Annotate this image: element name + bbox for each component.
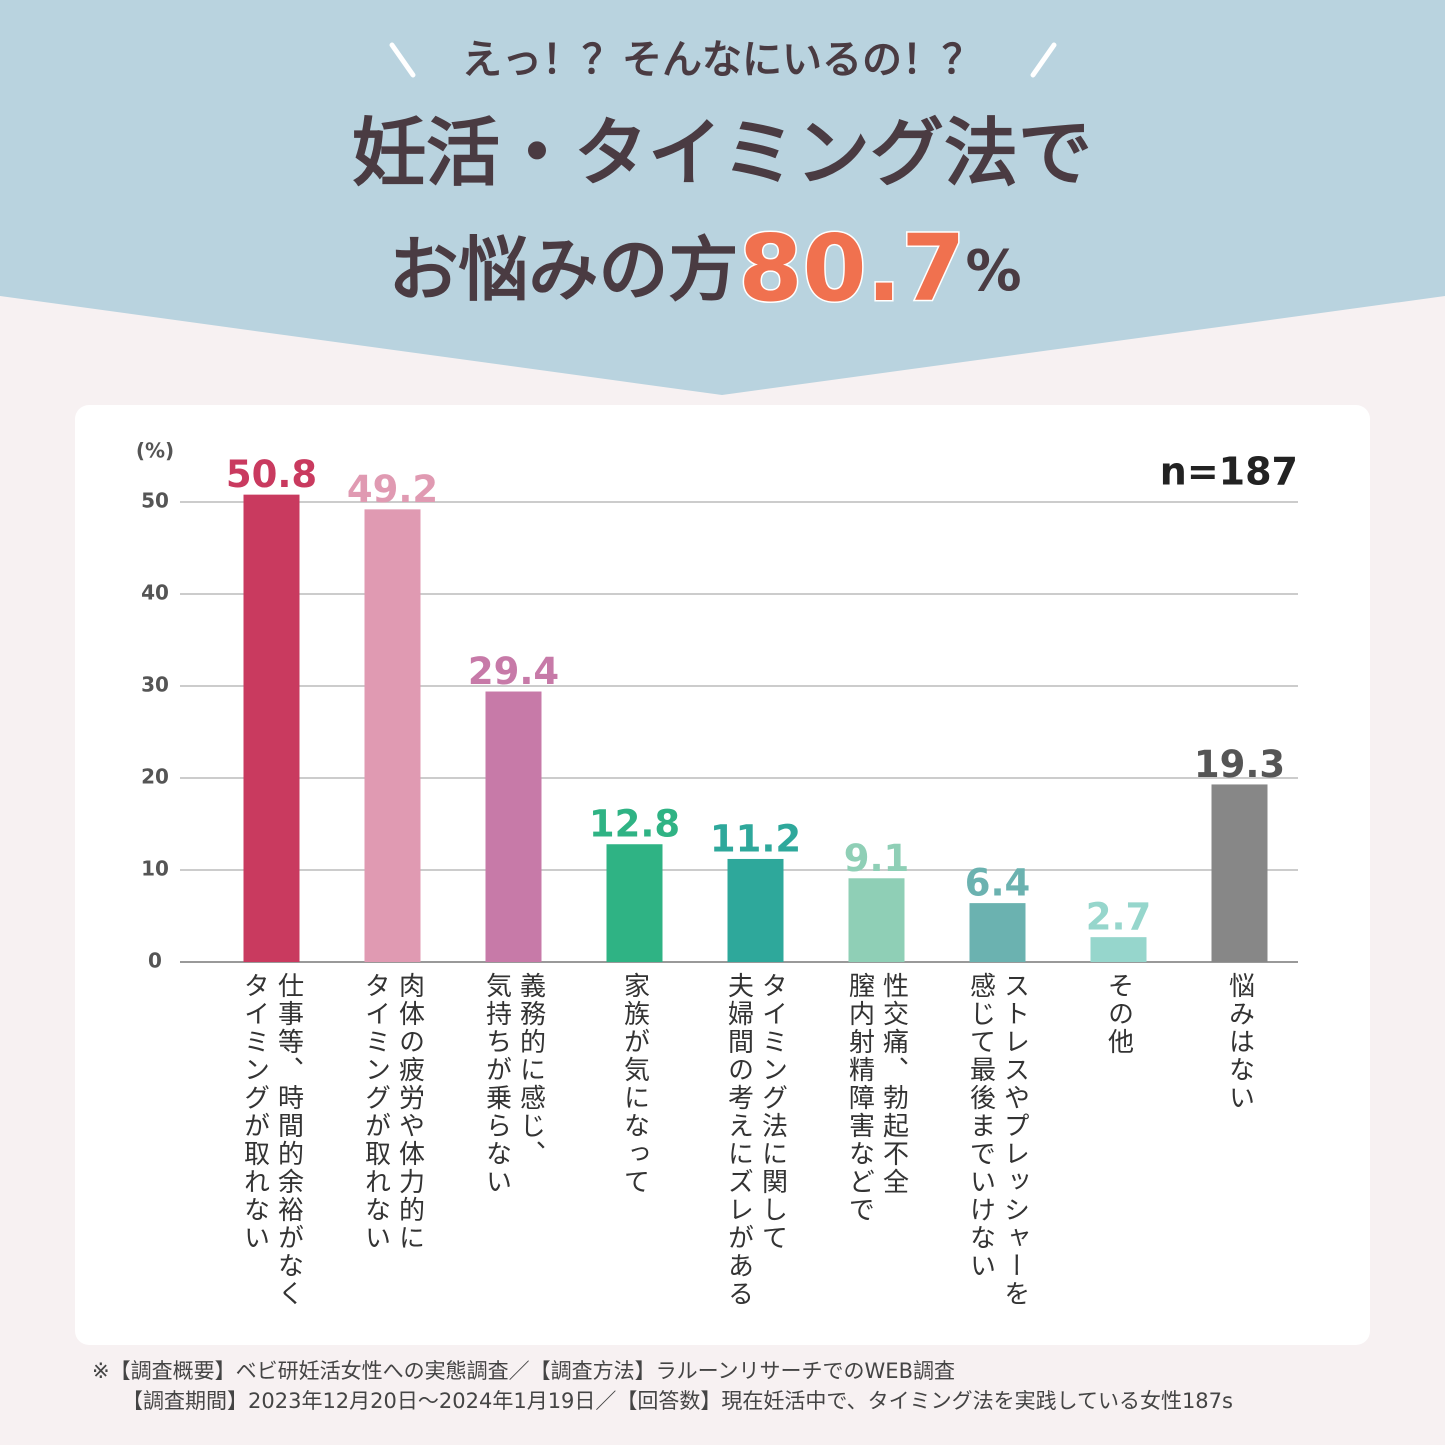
bar bbox=[243, 494, 300, 962]
title: 妊活・タイミング法で bbox=[352, 111, 1092, 197]
x-tick-label: 仕事等、時間的余裕がなく タイミングが取れない bbox=[239, 972, 304, 1308]
title: お悩みの方80.7% bbox=[388, 215, 1021, 322]
y-tick-label: 30 bbox=[141, 673, 169, 697]
bar bbox=[485, 691, 542, 962]
bar bbox=[727, 858, 784, 962]
decor bbox=[389, 42, 416, 78]
footnote: 【調査期間】2023年12月20日～2024年1月19日／【回答数】現在妊活中で… bbox=[122, 1389, 1233, 1413]
value-label: 2.7 bbox=[1086, 896, 1152, 939]
y-tick-label: 40 bbox=[141, 581, 169, 605]
value-label: 49.2 bbox=[347, 468, 438, 511]
bar bbox=[1090, 937, 1147, 962]
x-tick-label: 性交痛、勃起不全 膣内射精障害などで bbox=[844, 972, 909, 1224]
value-label: 6.4 bbox=[965, 862, 1031, 905]
value-label: 50.8 bbox=[226, 453, 317, 496]
value-label: 9.1 bbox=[844, 837, 910, 880]
sample-size: n=187 bbox=[1160, 450, 1298, 494]
highlight-unit: % bbox=[965, 239, 1021, 304]
kicker: えっ！？そんなにいるの！？ bbox=[462, 37, 982, 83]
x-tick-label: タイミング法に関して 夫婦間の考えにズレがある bbox=[723, 972, 788, 1308]
decor bbox=[1030, 42, 1057, 78]
x-tick-label: 肉体の疲労や体力的に タイミングが取れない bbox=[360, 972, 425, 1252]
y-tick-label: 50 bbox=[141, 489, 169, 513]
value-label: 29.4 bbox=[468, 650, 559, 693]
y-tick-label: 20 bbox=[141, 765, 169, 789]
x-tick-label: ストレスやプレッシャーを 感じて最後までいけない bbox=[965, 972, 1030, 1308]
y-unit: (%) bbox=[136, 439, 174, 463]
y-tick-label: 10 bbox=[141, 857, 169, 881]
bar bbox=[969, 903, 1026, 962]
bar bbox=[606, 844, 663, 962]
y-tick-label: 0 bbox=[148, 949, 162, 973]
value-label: 19.3 bbox=[1194, 743, 1285, 786]
header-bg bbox=[0, 0, 1445, 395]
bar bbox=[364, 509, 421, 962]
title-part: お悩みの方 bbox=[388, 229, 738, 311]
value-label: 11.2 bbox=[710, 817, 801, 860]
x-tick-label: 義務的に感じ、 気持ちが乗らない bbox=[481, 972, 546, 1196]
footnote: ※【調査概要】ベビ研妊活女性への実態調査／【調査方法】ラルーンリサーチでのWEB… bbox=[92, 1359, 955, 1383]
x-tick-label: 悩みはない bbox=[1224, 972, 1255, 1112]
x-tick-label: その他 bbox=[1103, 972, 1134, 1056]
bar bbox=[1211, 784, 1268, 962]
x-tick-label: 家族が気になって bbox=[619, 972, 650, 1196]
highlight: 80.7 bbox=[738, 215, 965, 322]
value-label: 12.8 bbox=[589, 803, 680, 846]
bar bbox=[848, 878, 905, 962]
